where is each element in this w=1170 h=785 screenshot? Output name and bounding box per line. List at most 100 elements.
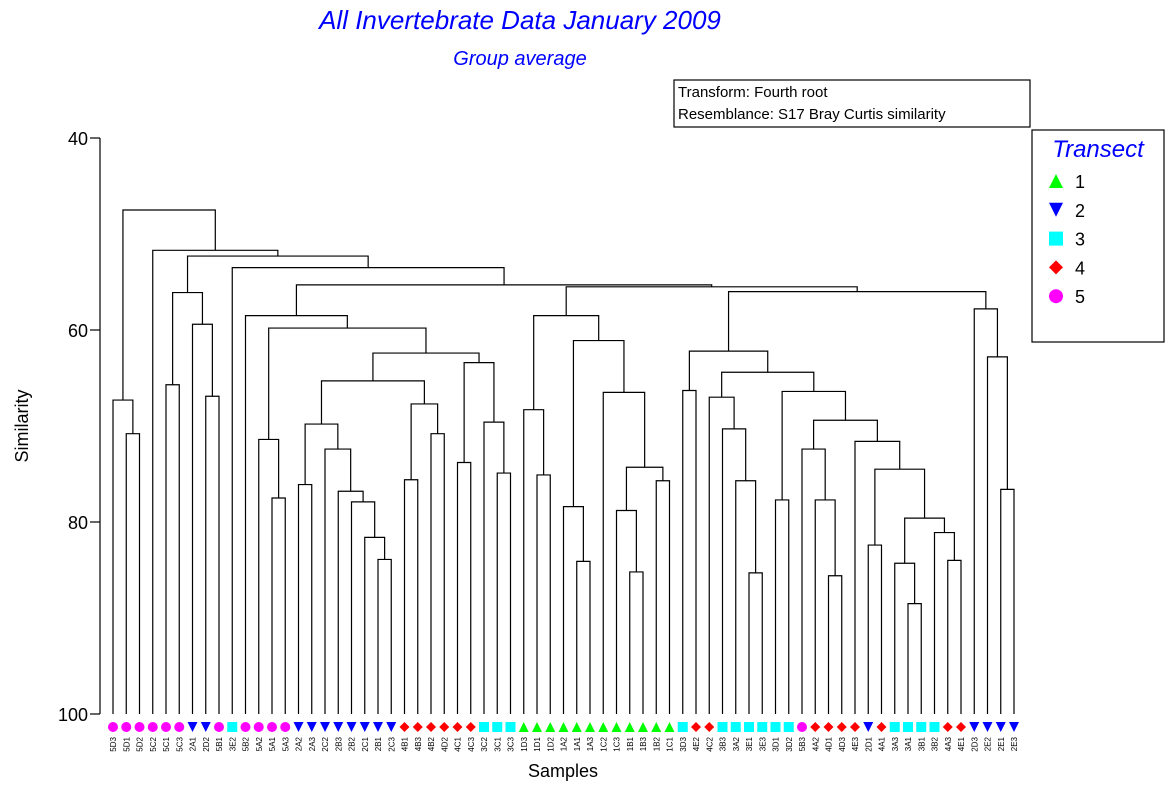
- y-tick-label: 80: [68, 513, 88, 533]
- leaf-marker: [293, 722, 304, 732]
- merge: [735, 480, 757, 714]
- leaf-marker: [479, 722, 489, 732]
- merge: [874, 468, 926, 546]
- leaf-marker: [929, 722, 940, 732]
- leaf-marker: [638, 722, 648, 732]
- merge: [122, 209, 216, 401]
- x-tick-label: 5C1: [162, 736, 171, 751]
- x-tick-label: 2B1: [374, 736, 383, 751]
- x-tick-label: 4E2: [692, 736, 701, 751]
- x-tick-label: 4C3: [467, 736, 476, 751]
- merge: [727, 291, 987, 352]
- merge: [268, 327, 427, 440]
- x-tick-label: 5C2: [149, 736, 158, 751]
- leaf-marker: [717, 722, 728, 732]
- x-tick-label: 4E1: [957, 736, 966, 751]
- leaf-marker: [280, 722, 291, 732]
- leaf-marker: [810, 722, 821, 732]
- x-tick-label: 2A3: [308, 736, 317, 751]
- x-tick-label: 3E3: [758, 736, 767, 751]
- leaf-marker: [823, 722, 834, 732]
- merge: [602, 391, 646, 714]
- x-tick-label: 5C3: [175, 736, 184, 751]
- x-tick-label: 4D2: [440, 736, 449, 751]
- leaf-marker: [783, 722, 794, 732]
- x-tick-label: 4B3: [414, 736, 423, 751]
- merge: [410, 403, 439, 480]
- leaf-marker: [889, 722, 900, 732]
- merge: [244, 315, 348, 714]
- legend-label: 2: [1075, 201, 1085, 221]
- merge: [774, 499, 790, 714]
- merge: [854, 440, 901, 714]
- leaf-marker: [598, 722, 609, 732]
- leaf-marker: [386, 722, 397, 732]
- legend-label: 3: [1075, 230, 1085, 250]
- merge: [682, 389, 697, 714]
- x-tick-label: 3C3: [507, 736, 516, 751]
- merge: [430, 433, 445, 714]
- merge: [112, 399, 134, 714]
- merge: [295, 284, 713, 316]
- merge: [456, 461, 472, 714]
- merge: [231, 267, 505, 714]
- leaf-marker: [956, 722, 966, 732]
- x-tick-label: 3C2: [480, 736, 489, 751]
- leaf-marker: [545, 722, 556, 732]
- leaf-marker: [704, 722, 715, 732]
- leaf-marker: [730, 722, 741, 732]
- x-tick-label: 2B2: [348, 736, 357, 751]
- merge: [186, 255, 369, 293]
- leaf-marker: [876, 722, 887, 732]
- merge: [463, 362, 495, 463]
- merge: [165, 384, 180, 714]
- x-tick-label: 5A1: [268, 736, 277, 751]
- leaf-marker: [346, 722, 357, 732]
- legend-marker: [1049, 202, 1063, 217]
- merge: [496, 472, 512, 714]
- merge: [572, 339, 625, 507]
- x-tick-label: 1D3: [520, 736, 529, 751]
- merge: [364, 536, 386, 714]
- x-tick-label: 2B3: [334, 736, 343, 751]
- leaf-marker: [452, 722, 463, 732]
- leaf-marker: [532, 722, 542, 732]
- merge: [576, 560, 591, 714]
- leaf-marker: [253, 722, 264, 732]
- leaf-marker: [108, 722, 118, 732]
- merge: [320, 380, 425, 425]
- merge: [625, 466, 664, 511]
- merge: [973, 308, 999, 714]
- leaf-marker: [995, 722, 1006, 732]
- leaf-marker: [757, 722, 768, 732]
- merge: [904, 517, 946, 564]
- leaf-marker: [611, 722, 622, 732]
- merge: [403, 479, 419, 714]
- legend-marker: [1049, 231, 1063, 246]
- x-tick-label: 4D1: [825, 736, 834, 751]
- chart-subtitle: Group average: [453, 48, 586, 70]
- x-tick-label: 1B1: [626, 736, 635, 751]
- x-tick-label: 5D1: [122, 736, 131, 751]
- x-tick-label: 4C2: [705, 736, 714, 751]
- x-tick-label: 3A2: [732, 736, 741, 751]
- legend-label: 5: [1075, 287, 1085, 307]
- x-tick-label: 3A3: [891, 736, 900, 751]
- x-tick-label: 1B3: [639, 736, 648, 751]
- leaf-marker: [439, 722, 450, 732]
- leaf-marker: [942, 722, 953, 732]
- leaf-marker: [1009, 722, 1019, 732]
- leaf-marker: [664, 722, 675, 732]
- merge: [986, 356, 1008, 714]
- leaf-marker: [227, 722, 238, 732]
- legend-marker: [1049, 174, 1063, 188]
- x-tick-label: 3D3: [679, 736, 688, 751]
- merge: [304, 423, 339, 485]
- leaf-marker: [850, 722, 860, 732]
- x-tick-label: 2A2: [295, 736, 304, 751]
- leaf-marker: [134, 722, 145, 732]
- x-tick-label: 3E2: [228, 736, 237, 751]
- leaf-marker: [240, 722, 251, 732]
- leaf-marker: [518, 722, 529, 732]
